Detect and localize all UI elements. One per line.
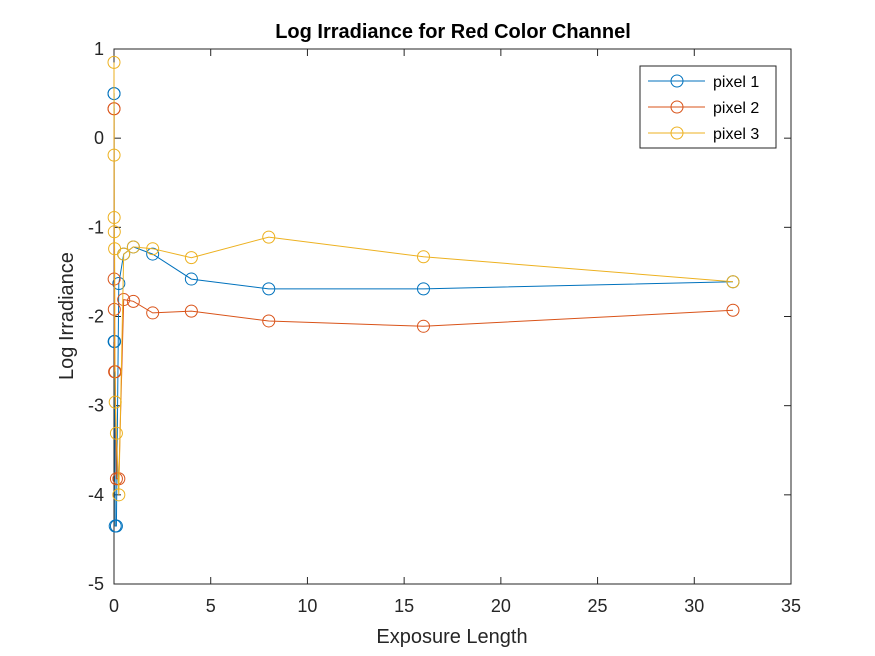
data-point <box>184 304 198 318</box>
x-tick-label: 10 <box>297 596 317 616</box>
data-point <box>262 282 276 296</box>
data-point <box>117 293 131 307</box>
series-layer <box>107 55 740 533</box>
legend-label-2: pixel 2 <box>713 100 759 117</box>
x-tick-label: 20 <box>491 596 511 616</box>
data-point <box>416 282 430 296</box>
legend-marker-2 <box>670 100 684 114</box>
x-axis-label: Exposure Length <box>376 626 527 648</box>
data-point <box>146 306 160 320</box>
data-point <box>117 247 131 261</box>
y-axis-ticks: -5 -4 -3 -2 -1 0 1 <box>88 39 791 594</box>
data-point <box>726 275 740 289</box>
data-point <box>146 247 160 261</box>
data-point <box>107 55 121 69</box>
data-point <box>126 240 140 254</box>
y-tick-label: -5 <box>88 574 104 594</box>
data-point <box>107 225 121 239</box>
data-point <box>109 519 123 533</box>
data-point <box>726 303 740 317</box>
data-point <box>416 319 430 333</box>
x-tick-label: 30 <box>684 596 704 616</box>
x-tick-label: 15 <box>394 596 414 616</box>
y-tick-label: 1 <box>94 39 104 59</box>
y-tick-label: 0 <box>94 128 104 148</box>
x-tick-label: 25 <box>588 596 608 616</box>
legend-entry-2: pixel 2 <box>648 100 759 117</box>
series-line-3 <box>113 62 734 495</box>
y-axis-label: Log Irradiance <box>56 252 78 380</box>
data-point <box>108 395 122 409</box>
data-point <box>184 272 198 286</box>
x-tick-label: 5 <box>206 596 216 616</box>
data-point <box>112 277 126 291</box>
chart-title: Log Irradiance for Red Color Channel <box>275 21 631 43</box>
legend-marker-3 <box>670 126 684 140</box>
legend-label-1: pixel 1 <box>713 74 759 91</box>
y-tick-label: -2 <box>88 307 104 327</box>
data-point <box>146 242 160 256</box>
data-point <box>262 314 276 328</box>
data-point <box>184 251 198 265</box>
data-point <box>112 488 126 502</box>
legend-label-3: pixel 3 <box>713 126 759 143</box>
data-point <box>262 230 276 244</box>
x-tick-label: 0 <box>109 596 119 616</box>
x-tick-label: 35 <box>781 596 801 616</box>
legend: pixel 1 pixel 2 pixel 3 <box>639 65 777 149</box>
y-tick-label: -3 <box>88 396 104 416</box>
data-point <box>107 302 121 316</box>
legend-entry-1: pixel 1 <box>648 74 759 91</box>
y-tick-label: -4 <box>88 485 104 505</box>
legend-entry-3: pixel 3 <box>648 126 759 143</box>
data-point <box>416 250 430 264</box>
legend-marker-1 <box>670 74 684 88</box>
data-point <box>107 148 121 162</box>
data-point <box>109 426 123 440</box>
series-3 <box>107 55 740 502</box>
data-point <box>107 211 121 225</box>
y-tick-label: -1 <box>88 217 104 237</box>
x-axis-ticks: 0 5 10 15 20 25 30 35 <box>109 49 801 616</box>
data-point <box>107 272 121 286</box>
data-point <box>126 294 140 308</box>
